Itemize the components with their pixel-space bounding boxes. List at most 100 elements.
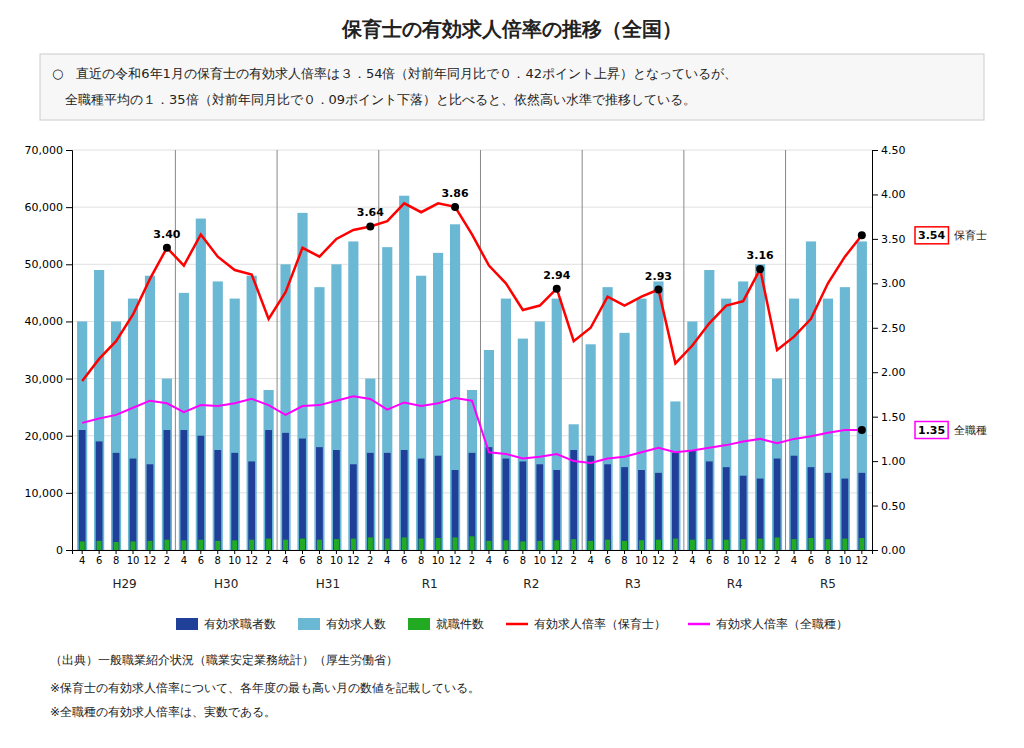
tick-mark: [675, 550, 676, 554]
tick-mark: [66, 493, 72, 494]
legend-label: 有効求人倍率（保育士）: [534, 617, 666, 631]
tick-mark: [421, 550, 422, 554]
bar: [249, 540, 254, 550]
bar: [77, 321, 87, 550]
bar: [402, 537, 407, 550]
bar: [231, 453, 238, 550]
data-label: 3.64: [357, 206, 384, 219]
end-value-box: [915, 422, 948, 439]
group-label: H29: [112, 577, 136, 591]
group-label: R1: [422, 577, 438, 591]
note: （出典）一般職業紹介状況（職業安定業務統計）（厚生労働省）: [50, 653, 398, 667]
tick-mark: [234, 550, 235, 554]
bar: [453, 537, 458, 550]
data-label: 3.86: [441, 187, 468, 200]
tick-label: 4: [689, 555, 695, 566]
bar: [738, 281, 748, 550]
tick-label: 2: [265, 555, 271, 566]
tick-mark: [872, 328, 878, 329]
tick-label: 12: [855, 555, 868, 566]
tick: 4: [181, 550, 187, 566]
tick-label: 8: [316, 555, 322, 566]
bar: [331, 264, 341, 550]
bar: [230, 299, 240, 550]
tick-label: 3.50: [881, 233, 906, 246]
data-label: 3.16: [747, 249, 774, 262]
tick-mark: [794, 550, 795, 554]
bar: [128, 299, 138, 550]
tick-label: 0: [56, 544, 63, 557]
tick-mark: [66, 207, 72, 208]
tick-mark: [82, 550, 83, 554]
tick-label: 6: [198, 555, 204, 566]
point: [654, 286, 662, 294]
tick-mark: [743, 550, 744, 554]
bar: [707, 539, 712, 550]
tick: 10: [127, 550, 140, 566]
bar: [232, 540, 237, 550]
bar: [806, 241, 816, 550]
bar: [79, 430, 86, 550]
tick: 4: [791, 550, 797, 566]
bar: [723, 467, 730, 550]
tick-label: 8: [825, 555, 831, 566]
bar: [841, 479, 848, 550]
bar: [588, 541, 593, 550]
tick-mark: [827, 550, 828, 554]
tick-mark: [709, 550, 710, 554]
tick-mark: [505, 550, 506, 554]
legend-label: 有効求人倍率（全職種）: [716, 617, 848, 631]
tick-label: 2.50: [881, 322, 906, 335]
bar: [552, 299, 562, 550]
tick-mark: [149, 550, 150, 554]
tick-label: 60,000: [25, 201, 64, 214]
bar: [503, 459, 510, 550]
group-label: R3: [625, 577, 641, 591]
tick-label: 10: [635, 555, 648, 566]
tick: 4: [384, 550, 390, 566]
tick-mark: [872, 461, 878, 462]
bar: [280, 264, 290, 550]
grid-line: [72, 378, 872, 379]
tick: 10: [737, 550, 750, 566]
point: [451, 203, 459, 211]
tick: 8: [825, 550, 831, 566]
legend-label: 有効求人数: [326, 617, 386, 631]
grid-line: [72, 207, 872, 208]
tick-mark: [726, 550, 727, 554]
tick-mark: [336, 550, 337, 554]
bar: [571, 539, 576, 550]
bar: [486, 447, 493, 550]
bar: [553, 470, 560, 550]
legend-item: 有効求人倍率（保育士）: [506, 617, 666, 631]
tick-label: 40,000: [25, 315, 64, 328]
bar: [147, 541, 152, 550]
bar: [247, 276, 257, 550]
tick-label: 12: [652, 555, 665, 566]
bar: [416, 276, 426, 550]
tick-label: 2: [774, 555, 780, 566]
bar: [791, 539, 796, 550]
bar: [180, 430, 187, 550]
bar: [755, 264, 765, 550]
grid-line: [72, 321, 872, 322]
tick-mark: [455, 550, 456, 554]
bar: [791, 456, 798, 550]
tick: 10: [228, 550, 241, 566]
bar: [214, 450, 221, 550]
tick-label: 30,000: [25, 373, 64, 386]
tick: 2: [265, 550, 271, 566]
tick: 4: [587, 550, 593, 566]
tick: 2: [774, 550, 780, 566]
tick-label: 10: [127, 555, 140, 566]
tick-label: 10: [839, 555, 852, 566]
axis-line: [873, 151, 879, 551]
group-label: R5: [820, 577, 836, 591]
legend-swatch: [506, 623, 528, 626]
annotation: ○ 直近の令和6年1月の保育士の有効求人倍率は３．54倍（対前年同月比で０．42…: [52, 66, 737, 81]
tick: 4.50: [872, 144, 906, 157]
point: [553, 285, 561, 293]
bar: [706, 461, 713, 550]
bar: [350, 464, 357, 550]
bar-series: [80, 536, 865, 550]
